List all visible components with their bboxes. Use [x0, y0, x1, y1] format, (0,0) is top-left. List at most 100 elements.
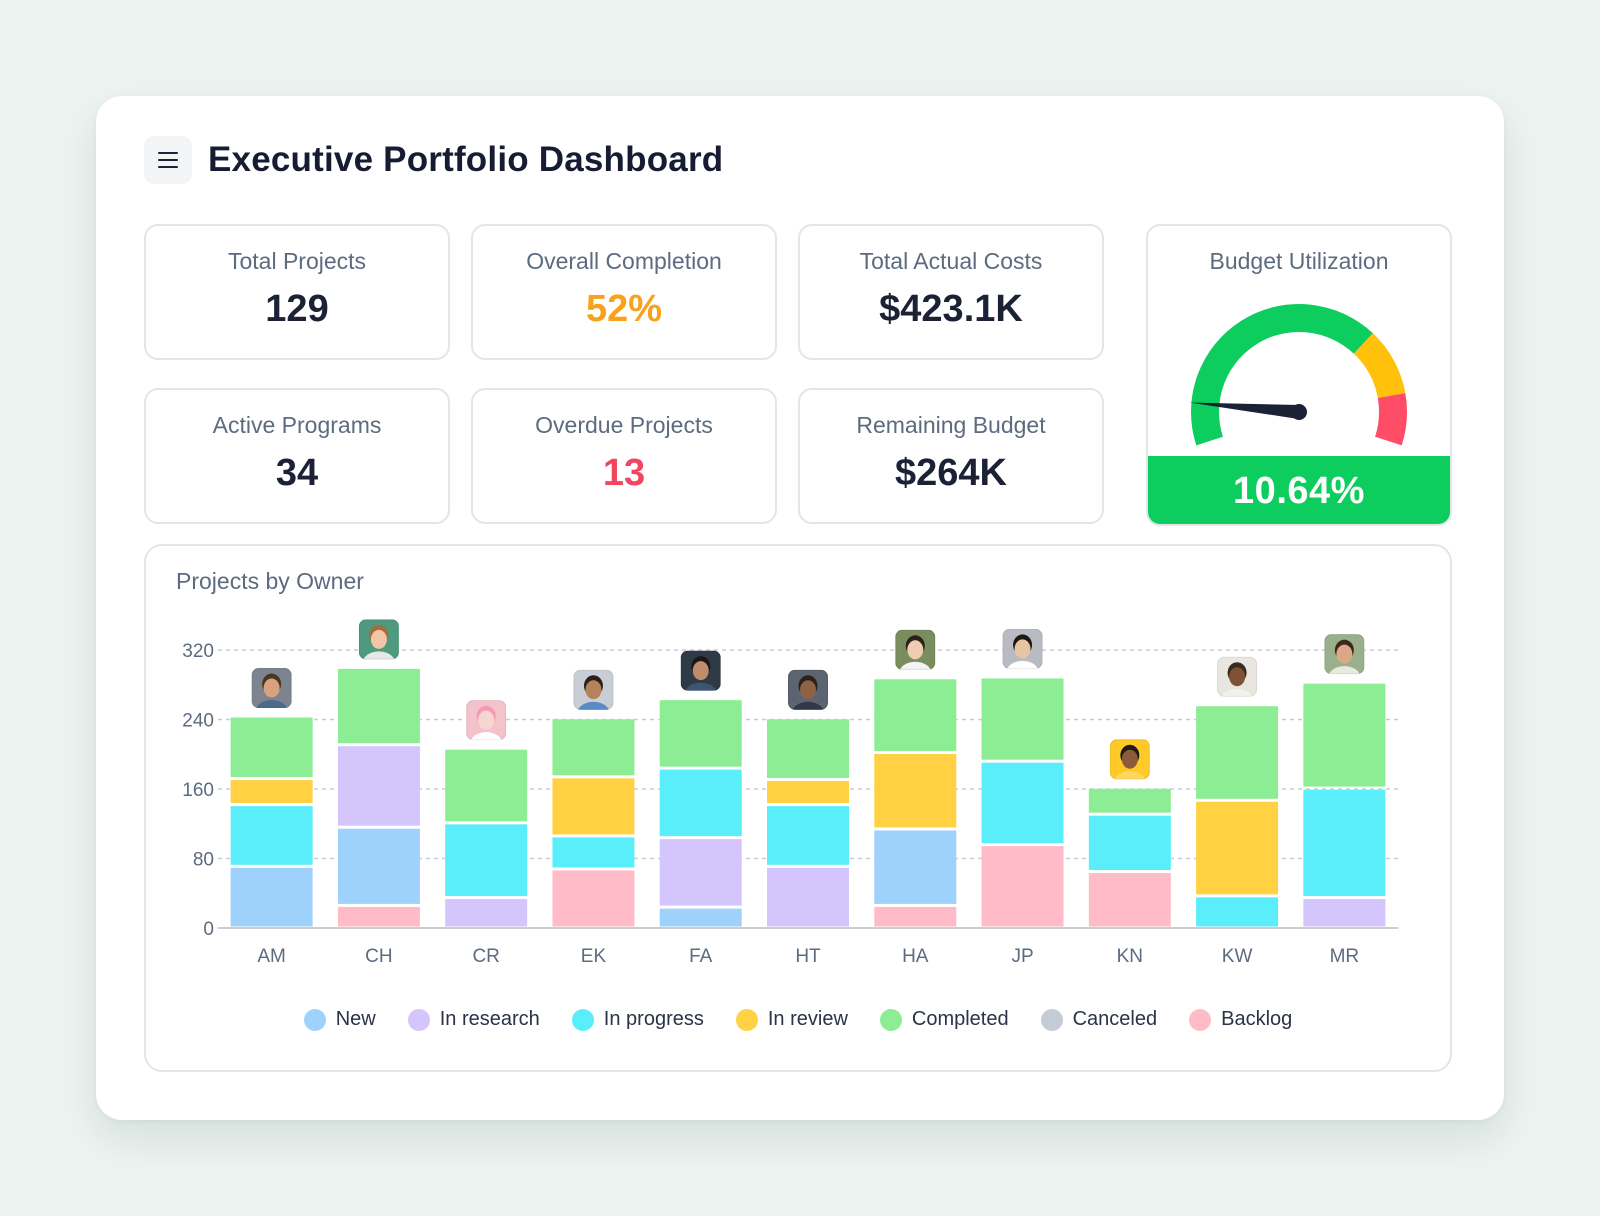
avatar-face [585, 680, 602, 700]
kpi-label: Remaining Budget [856, 412, 1046, 438]
bar-segment-CH-backlog[interactable] [337, 906, 420, 927]
gauge-dial [1189, 304, 1407, 446]
avatar-border [1002, 628, 1043, 669]
avatar-border [466, 700, 507, 741]
avatar-face [800, 680, 816, 700]
bar-segment-CH-new[interactable] [337, 828, 420, 904]
chart-legend: New In research In progress In review Comple… [146, 1008, 1450, 1031]
bar-segment-HT-in-progress[interactable] [767, 806, 849, 865]
bar-segment-HA-new[interactable] [874, 830, 957, 904]
bar-segment-KN-in-progress[interactable] [1088, 815, 1171, 871]
avatar-FA[interactable] [680, 650, 721, 705]
y-tick-label: 80 [193, 850, 214, 871]
avatar-EK[interactable] [573, 669, 614, 724]
kpi-active-programs[interactable]: Active Programs 34 [144, 388, 450, 524]
bar-segment-KW-completed[interactable] [1196, 706, 1279, 799]
bar-segment-KN-completed[interactable] [1088, 788, 1171, 813]
legend-item-in-review[interactable]: In review [735, 1008, 848, 1031]
avatar-CH[interactable] [358, 619, 399, 673]
legend-item-backlog[interactable]: Backlog [1189, 1008, 1292, 1031]
avatar-KW[interactable] [1217, 656, 1258, 711]
bar-segment-KW-in-progress[interactable] [1196, 897, 1279, 927]
bar-segment-AM-in-review[interactable] [230, 780, 313, 804]
avatar-CR[interactable] [466, 700, 507, 754]
menu-button[interactable] [144, 136, 192, 184]
bar-segment-AM-new[interactable] [230, 867, 313, 927]
bar-segment-MR-in-progress[interactable] [1303, 789, 1386, 897]
avatar-face [1121, 749, 1138, 769]
bar-segment-JP-backlog[interactable] [981, 846, 1064, 927]
budget-utilization-gauge[interactable]: Budget Utilization 10.64% [1146, 224, 1452, 526]
avatar-KN[interactable] [1109, 739, 1150, 793]
bar-segment-CR-in-research[interactable] [445, 899, 528, 927]
bar-segment-EK-in-review[interactable] [552, 778, 635, 835]
bar-segment-MR-completed[interactable] [1303, 683, 1386, 787]
gauge-segment-2 [1374, 393, 1407, 446]
legend-swatch [407, 1008, 430, 1031]
bar-segment-JP-in-progress[interactable] [981, 762, 1064, 844]
x-tick-label: HA [902, 946, 929, 967]
legend-item-in-research[interactable]: In research [407, 1008, 540, 1031]
avatar-border [1217, 656, 1258, 697]
bar-segment-FA-in-research[interactable] [659, 839, 742, 906]
bar-segment-HT-in-review[interactable] [767, 780, 849, 804]
bar-segment-AM-in-progress[interactable] [230, 806, 313, 865]
kpi-overall-completion[interactable]: Overall Completion 52% [471, 224, 777, 360]
x-tick-label: AM [257, 946, 286, 967]
bar-segment-FA-new[interactable] [659, 908, 742, 927]
bar-segment-FA-in-progress[interactable] [659, 769, 742, 837]
avatar-shoulders [1113, 771, 1146, 780]
bar-segment-CR-in-progress[interactable] [445, 824, 528, 897]
bar-segment-KW-in-review[interactable] [1196, 801, 1279, 895]
projects-by-owner-chart: Projects by Owner 0 80 160 240 320 AM CH CR EK FA… [144, 544, 1452, 1072]
kpi-remaining-budget[interactable]: Remaining Budget $264K [798, 388, 1104, 524]
gauge-segment-1 [1353, 333, 1406, 399]
legend-item-in-progress[interactable]: In progress [571, 1008, 704, 1031]
legend-label: In progress [603, 1008, 704, 1030]
bar-segment-HT-completed[interactable] [767, 719, 849, 778]
kpi-total-actual-costs[interactable]: Total Actual Costs $423.1K [798, 224, 1104, 360]
avatar-border [573, 669, 614, 710]
avatar-HA[interactable] [895, 629, 936, 684]
bar-segment-FA-completed[interactable] [659, 700, 742, 767]
avatar-shoulders [470, 732, 503, 741]
avatar-border [680, 650, 721, 691]
bar-segment-JP-completed[interactable] [981, 678, 1064, 760]
avatar-shoulders [899, 661, 932, 670]
bar-segment-CH-completed[interactable] [337, 668, 420, 744]
bar-segment-KN-backlog[interactable] [1088, 873, 1171, 927]
hamburger-icon [158, 152, 178, 168]
avatar-JP[interactable] [1002, 628, 1043, 683]
x-tick-label: CR [472, 946, 499, 967]
bar-segment-EK-in-progress[interactable] [552, 837, 635, 868]
bar-segment-HA-in-review[interactable] [874, 754, 957, 828]
legend-item-new[interactable]: New [303, 1008, 376, 1031]
avatar-face [692, 661, 709, 681]
avatar-HT[interactable] [788, 669, 828, 724]
kpi-value: $264K [895, 452, 1007, 494]
legend-swatch [1189, 1008, 1212, 1031]
bar-segment-MR-in-research[interactable] [1303, 899, 1386, 927]
legend-item-completed[interactable]: Completed [879, 1008, 1009, 1031]
bar-segment-HT-in-research[interactable] [767, 867, 849, 927]
x-tick-label: JP [1011, 946, 1033, 967]
kpi-overdue-projects[interactable]: Overdue Projects 13 [471, 388, 777, 524]
avatar-shoulders [684, 682, 717, 691]
legend-item-canceled[interactable]: Canceled [1040, 1008, 1157, 1031]
avatar-shoulders [577, 701, 610, 710]
bar-segment-CH-in-research[interactable] [337, 746, 420, 826]
kpi-label: Active Programs [212, 412, 382, 438]
bar-segment-EK-completed[interactable] [552, 719, 635, 776]
bar-segment-HA-backlog[interactable] [874, 906, 957, 927]
kpi-label: Total Actual Costs [859, 248, 1043, 274]
kpi-total-projects[interactable]: Total Projects 129 [144, 224, 450, 360]
bar-segment-EK-backlog[interactable] [552, 870, 635, 927]
avatar-MR[interactable] [1324, 634, 1365, 688]
bar-segment-HA-completed[interactable] [874, 679, 957, 752]
chart-title: Projects by Owner [176, 568, 364, 594]
legend-swatch [879, 1008, 902, 1031]
bar-segment-AM-completed[interactable] [230, 717, 313, 778]
avatar-face [1014, 639, 1031, 659]
bar-segment-CR-completed[interactable] [445, 749, 528, 822]
avatar-AM[interactable] [251, 668, 292, 722]
